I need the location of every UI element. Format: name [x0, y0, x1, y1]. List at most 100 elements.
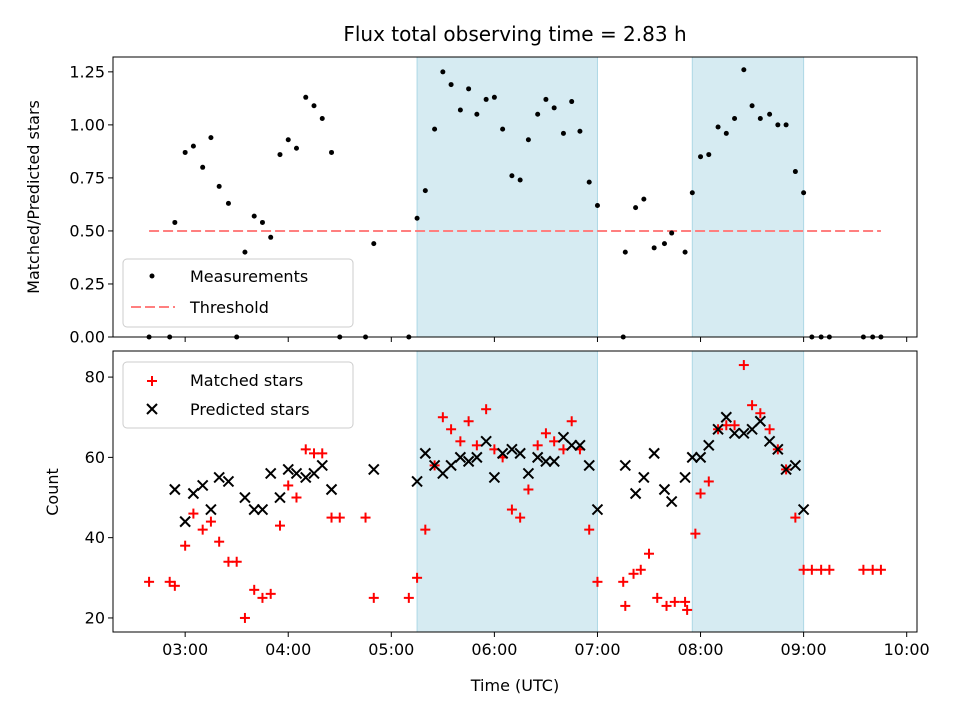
matched-star-point — [661, 600, 672, 611]
predicted-star-point — [411, 475, 423, 488]
predicted-star-point — [797, 503, 810, 516]
predicted-star-point — [712, 423, 724, 435]
predicted-star-point — [488, 471, 501, 484]
matched-star-point — [695, 488, 706, 499]
matched-star-point — [620, 600, 631, 611]
measurement-point — [182, 149, 188, 155]
predicted-star-point — [694, 451, 707, 464]
predicted-star-point — [196, 479, 209, 492]
predicted-star-points — [169, 411, 810, 528]
matched-star-point — [257, 592, 268, 603]
predicted-star-point — [274, 491, 286, 504]
matched-star-point — [446, 424, 457, 435]
predicted-star-point — [686, 451, 698, 464]
predicted-star-point — [290, 467, 303, 480]
matched-star-point — [858, 564, 869, 575]
x-tick-label: 03:00 — [162, 640, 208, 659]
predicted-star-point — [574, 439, 586, 452]
y-tick-label: 40 — [85, 528, 105, 547]
matched-star-point — [205, 516, 216, 527]
predicted-star-point — [462, 455, 475, 468]
shaded-interval — [416, 350, 598, 633]
matched-star-point — [515, 512, 526, 523]
predicted-star-point — [187, 487, 200, 500]
y-tick-label: 20 — [85, 608, 105, 627]
matched-star-point — [703, 476, 714, 487]
y-tick-label: 0.25 — [69, 274, 105, 293]
x-tick-label: 06:00 — [471, 640, 517, 659]
shaded-interval — [691, 350, 805, 633]
matched-star-point — [790, 512, 801, 523]
matched-star-point — [540, 428, 551, 439]
matched-star-point — [180, 540, 191, 551]
matched-star-point — [437, 412, 448, 423]
measurement-point — [303, 94, 309, 100]
predicted-star-point — [222, 475, 235, 488]
matched-star-point — [523, 484, 534, 495]
matched-star-point — [169, 580, 180, 591]
predicted-star-point — [239, 491, 251, 504]
matched-star-point — [239, 612, 250, 623]
measurement-point — [200, 164, 206, 170]
predicted-star-point — [480, 435, 492, 448]
predicted-star-point — [629, 487, 642, 500]
matched-star-point — [214, 536, 225, 547]
measurement-point — [669, 230, 675, 236]
predicted-star-point — [720, 411, 733, 423]
predicted-star-point — [445, 459, 457, 472]
y-tick-label: 1.25 — [69, 62, 105, 81]
measurement-point — [432, 126, 438, 132]
y-axis-label-bottom: Count — [43, 468, 62, 516]
legend-box-bottom — [122, 361, 354, 429]
predicted-star-point — [540, 455, 552, 468]
measurement-point — [749, 103, 755, 109]
predicted-star-point — [738, 427, 750, 439]
predicted-star-point — [248, 503, 260, 516]
measurement-point — [319, 116, 325, 122]
measurement-point — [293, 145, 299, 151]
matched-star-point — [669, 596, 680, 607]
legend-label-threshold: Threshold — [189, 298, 269, 317]
measurement-point — [277, 152, 283, 158]
measurement-point — [500, 126, 506, 132]
x-tick-label: 04:00 — [265, 640, 311, 659]
measurement-point — [242, 249, 248, 255]
matched-star-point — [875, 564, 886, 575]
measurement-point — [792, 169, 798, 175]
legend-bottom: Matched stars Predicted stars — [122, 361, 354, 429]
predicted-star-point — [638, 471, 650, 484]
measurement-point — [190, 143, 196, 149]
matched-star-point — [652, 592, 663, 603]
measurement-point — [543, 96, 549, 102]
measurement-point — [661, 241, 667, 247]
measurement-point — [509, 173, 515, 179]
measurement-point — [622, 249, 628, 255]
shaded-interval — [691, 56, 805, 338]
predicted-star-point — [531, 451, 544, 464]
predicted-star-point — [169, 483, 181, 496]
measurement-point — [706, 152, 712, 158]
panel-ratio: 0.00 0.25 0.50 0.75 1.00 1.25 Matched/Predict… — [24, 56, 918, 347]
matched-star-point — [635, 564, 646, 575]
predicted-star-point — [496, 447, 509, 460]
predicted-star-point — [679, 471, 691, 484]
matched-star-point — [265, 588, 276, 599]
shaded-intervals-top — [416, 56, 805, 338]
legend-dot-marker — [149, 273, 155, 279]
predicted-star-point — [179, 515, 191, 528]
x-tick-label: 09:00 — [781, 640, 827, 659]
matched-star-point — [360, 512, 371, 523]
predicted-star-point — [514, 447, 526, 460]
matched-star-point — [644, 548, 654, 559]
chart-title: Flux total observing time = 2.83 h — [343, 22, 686, 46]
matched-star-point — [690, 528, 701, 539]
measurement-point — [715, 124, 721, 130]
predicted-star-point — [282, 463, 294, 476]
matched-star-point — [592, 576, 603, 587]
measurement-point — [466, 86, 472, 92]
measurement-point — [474, 111, 480, 117]
measurement-point — [225, 200, 231, 206]
y-ticks-top: 0.00 0.25 0.50 0.75 1.00 1.25 — [69, 62, 113, 347]
measurement-point — [483, 96, 489, 102]
